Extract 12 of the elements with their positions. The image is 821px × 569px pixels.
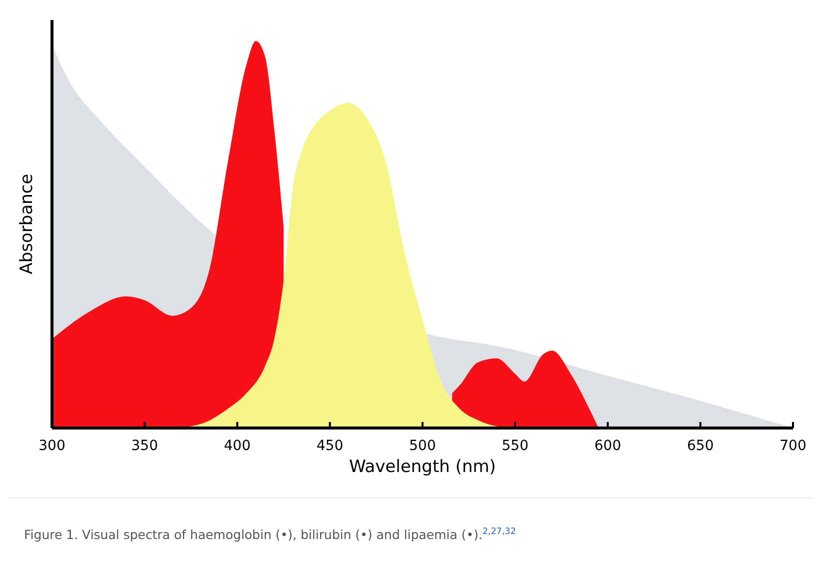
- x-tick-label: 650: [687, 438, 714, 454]
- x-tick-label: 600: [594, 438, 622, 454]
- x-tick-label: 300: [38, 438, 66, 454]
- x-tick-label: 550: [502, 438, 528, 454]
- x-axis-title: Wavelength (nm): [349, 457, 496, 477]
- x-tick-label: 450: [316, 438, 344, 454]
- x-tick-label: 400: [224, 438, 251, 454]
- x-tick-label: 700: [780, 438, 806, 454]
- x-tick-label: 350: [131, 438, 158, 454]
- y-axis-title: Absorbance: [17, 174, 37, 274]
- caption: Figure 1. Visual spectra of haemoglobin (•), bilirubin (•) and lipaemia (•).$^{2,27,32}$: [24, 527, 516, 542]
- x-tick-label: 500: [409, 438, 436, 454]
